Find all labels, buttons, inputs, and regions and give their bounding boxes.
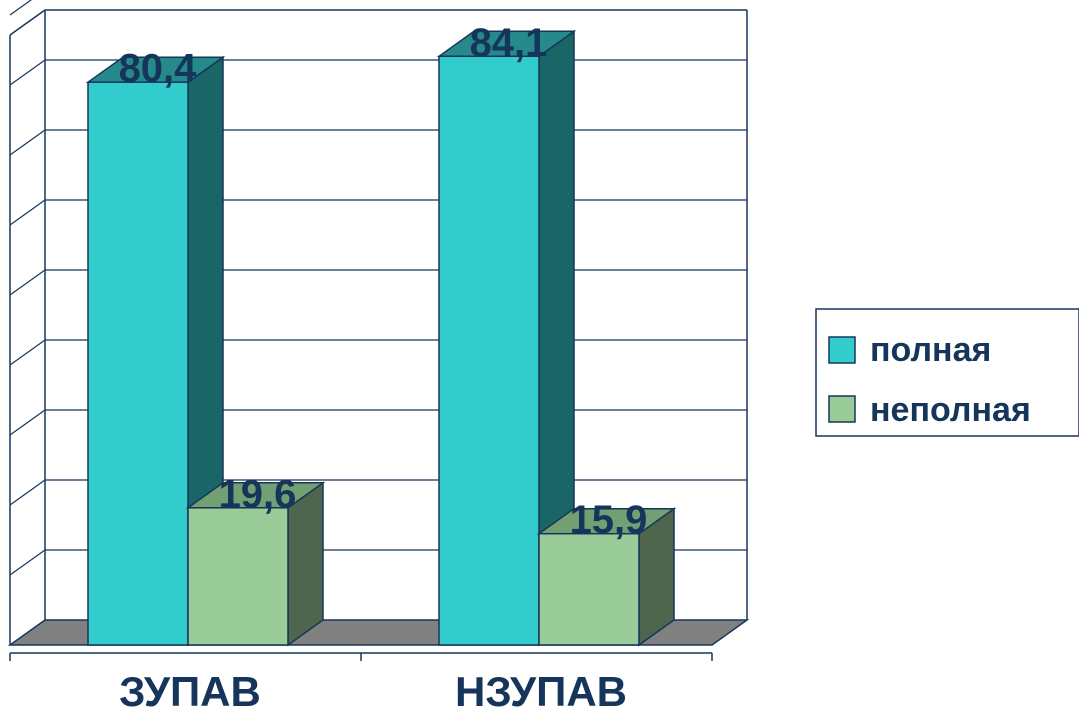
- bar: [538, 532, 640, 646]
- legend-swatch-polnaya: [828, 336, 856, 364]
- side-wall-gridline: [9, 339, 46, 366]
- side-wall-gridline: [9, 59, 46, 86]
- legend-label-nepolnaya: неполная: [870, 391, 1031, 429]
- data-label: 19,6: [219, 472, 297, 516]
- bar: [187, 507, 289, 646]
- category-label: НЗУПАВ: [455, 668, 627, 712]
- legend-box: [815, 308, 1079, 437]
- legend-swatch-nepolnaya: [828, 395, 856, 423]
- data-label: 84,1: [470, 21, 548, 65]
- side-wall-gridline: [9, 0, 33, 16]
- category-label: ЗУПАВ: [119, 668, 261, 712]
- bars: [85, 29, 677, 647]
- data-labels: 80,4 84,1 19,6 15,9: [119, 21, 648, 542]
- bar: [438, 55, 540, 646]
- side-wall-gridline: [9, 479, 46, 506]
- data-label: 15,9: [570, 498, 648, 542]
- legend-label-polnaya: полная: [870, 331, 991, 369]
- side-wall-gridline: [9, 199, 46, 226]
- category-labels: ЗУПАВ НЗУПАВ: [119, 668, 627, 712]
- legend: полная неполная: [815, 308, 1079, 437]
- bar: [87, 81, 189, 646]
- axes: [9, 652, 713, 661]
- data-label: 80,4: [119, 47, 198, 91]
- side-wall-gridline: [9, 409, 46, 436]
- side-wall-gridline: [9, 129, 46, 156]
- side-wall-gridline: [9, 269, 46, 296]
- side-wall-gridline: [9, 549, 46, 576]
- side-wall-top: [9, 9, 46, 36]
